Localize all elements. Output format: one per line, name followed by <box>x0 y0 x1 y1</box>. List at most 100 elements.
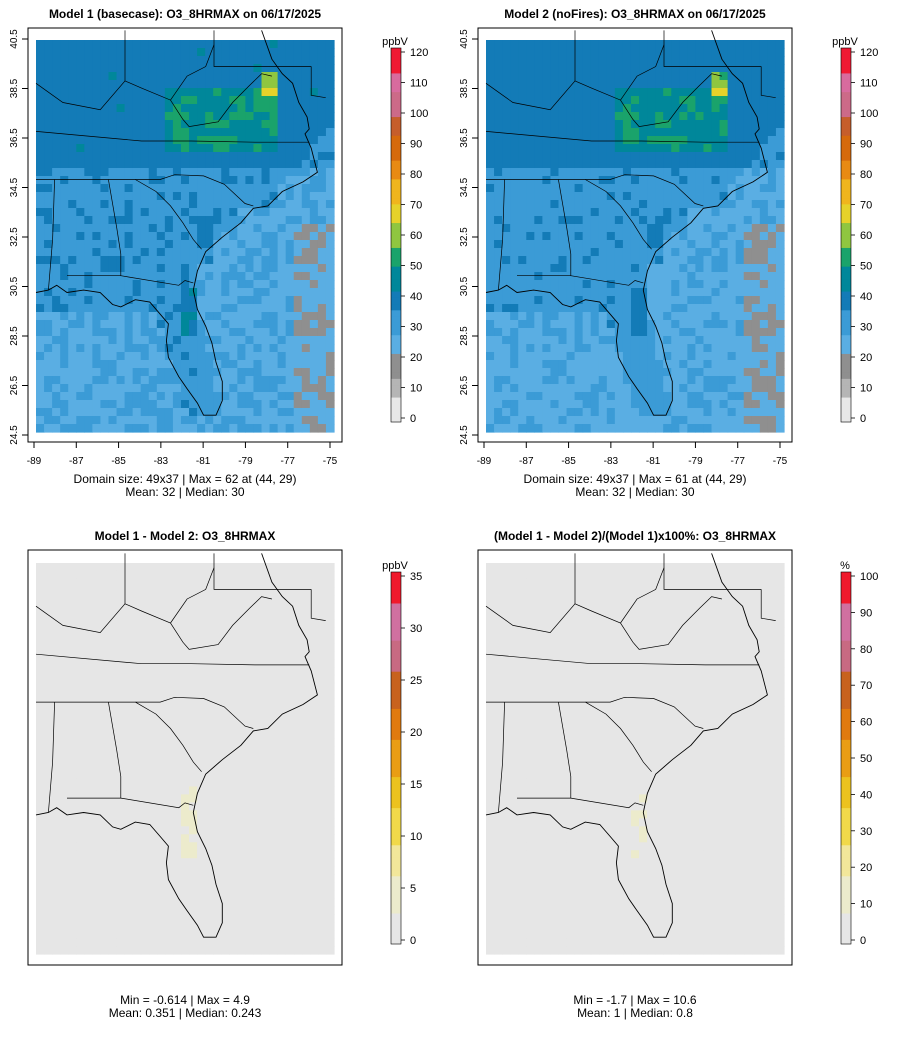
grid-cell <box>278 683 287 692</box>
grid-cell <box>776 112 785 121</box>
grid-cell <box>760 216 769 225</box>
y-tick-label: 32.5 <box>459 227 470 247</box>
colorbar-swatch <box>391 67 401 74</box>
grid-cell <box>44 603 53 612</box>
grid-cell <box>165 80 174 89</box>
grid-cell <box>133 280 142 289</box>
grid-cell <box>245 120 254 129</box>
grid-cell <box>52 256 61 265</box>
grid-cell <box>736 312 745 321</box>
grid-cell <box>286 392 295 401</box>
grid-cell <box>599 224 608 233</box>
grid-cell <box>687 328 696 337</box>
grid-cell <box>510 224 519 233</box>
grid-cell <box>117 208 126 217</box>
grid-cell <box>687 40 696 49</box>
grid-cell <box>591 40 600 49</box>
grid-cell <box>687 160 696 169</box>
grid-cell <box>623 176 632 185</box>
grid-cell <box>736 376 745 385</box>
grid-cell <box>599 168 608 177</box>
grid-cell <box>278 731 287 740</box>
grid-cell <box>591 288 600 297</box>
grid-cell <box>760 248 769 257</box>
grid-cell <box>100 595 109 604</box>
grid-cell <box>326 64 335 73</box>
grid-cell <box>197 240 206 249</box>
grid-cell <box>76 40 85 49</box>
colorbar-tick-label: 80 <box>410 169 422 181</box>
grid-cell <box>205 595 214 604</box>
grid-cell <box>326 392 335 401</box>
grid-cell <box>197 611 206 620</box>
grid-cell <box>108 192 117 201</box>
grid-cell <box>165 72 174 81</box>
grid-cell <box>253 160 262 169</box>
grid-cell <box>615 328 624 337</box>
grid-cell <box>117 747 126 756</box>
grid-cell <box>647 168 656 177</box>
grid-cell <box>205 104 214 113</box>
grid-cell <box>237 691 246 700</box>
grid-cell <box>486 40 495 49</box>
grid-cell <box>84 408 93 417</box>
grid-cell <box>318 747 327 756</box>
grid-cell <box>92 312 101 321</box>
grid-cell <box>189 160 198 169</box>
grid-cell <box>141 104 150 113</box>
grid-cell <box>270 88 279 97</box>
colorbar <box>841 48 855 423</box>
grid-cell <box>173 691 182 700</box>
grid-cell <box>720 360 729 369</box>
grid-cell <box>84 595 93 604</box>
grid-cell <box>494 232 503 241</box>
grid-cell <box>165 160 174 169</box>
grid-cell <box>510 152 519 161</box>
grid-cell <box>631 344 640 353</box>
grid-cell <box>679 168 688 177</box>
grid-cell <box>213 224 222 233</box>
colorbar-swatch <box>391 117 401 124</box>
grid-cell <box>133 264 142 273</box>
grid-cell <box>245 176 254 185</box>
grid-cell <box>68 360 77 369</box>
grid-cell <box>237 328 246 337</box>
grid-cell <box>60 675 69 684</box>
grid-cell <box>245 312 254 321</box>
grid-cell <box>671 136 680 145</box>
grid-cell <box>736 384 745 393</box>
grid-cell <box>141 683 150 692</box>
grid-cell <box>542 80 551 89</box>
grid-cell <box>575 392 584 401</box>
grid-cell <box>197 595 206 604</box>
grid-cell <box>526 224 535 233</box>
grid-cell <box>494 416 503 425</box>
grid-cell <box>720 128 729 137</box>
grid-cell <box>262 595 271 604</box>
grid-cell <box>728 80 737 89</box>
grid-cell <box>36 272 45 281</box>
grid-cell <box>189 176 198 185</box>
grid-cell <box>286 296 295 305</box>
grid-cell <box>703 400 712 409</box>
grid-cell <box>607 320 616 329</box>
grid-cell <box>326 579 335 588</box>
grid-cell <box>253 667 262 676</box>
grid-cell <box>237 683 246 692</box>
grid-cell <box>302 739 311 748</box>
grid-cell <box>558 416 567 425</box>
grid-cell <box>326 96 335 105</box>
grid-cell <box>768 160 777 169</box>
grid-cell <box>318 408 327 417</box>
grid-cell <box>60 667 69 676</box>
grid-cell <box>76 368 85 377</box>
grid-cell <box>631 320 640 329</box>
grid-cell <box>703 272 712 281</box>
grid-cell <box>229 579 238 588</box>
grid-cell <box>165 715 174 724</box>
grid-cell <box>92 643 101 652</box>
grid-cell <box>558 176 567 185</box>
grid-cell <box>294 72 303 81</box>
grid-cell <box>149 336 158 345</box>
grid-cell <box>494 352 503 361</box>
